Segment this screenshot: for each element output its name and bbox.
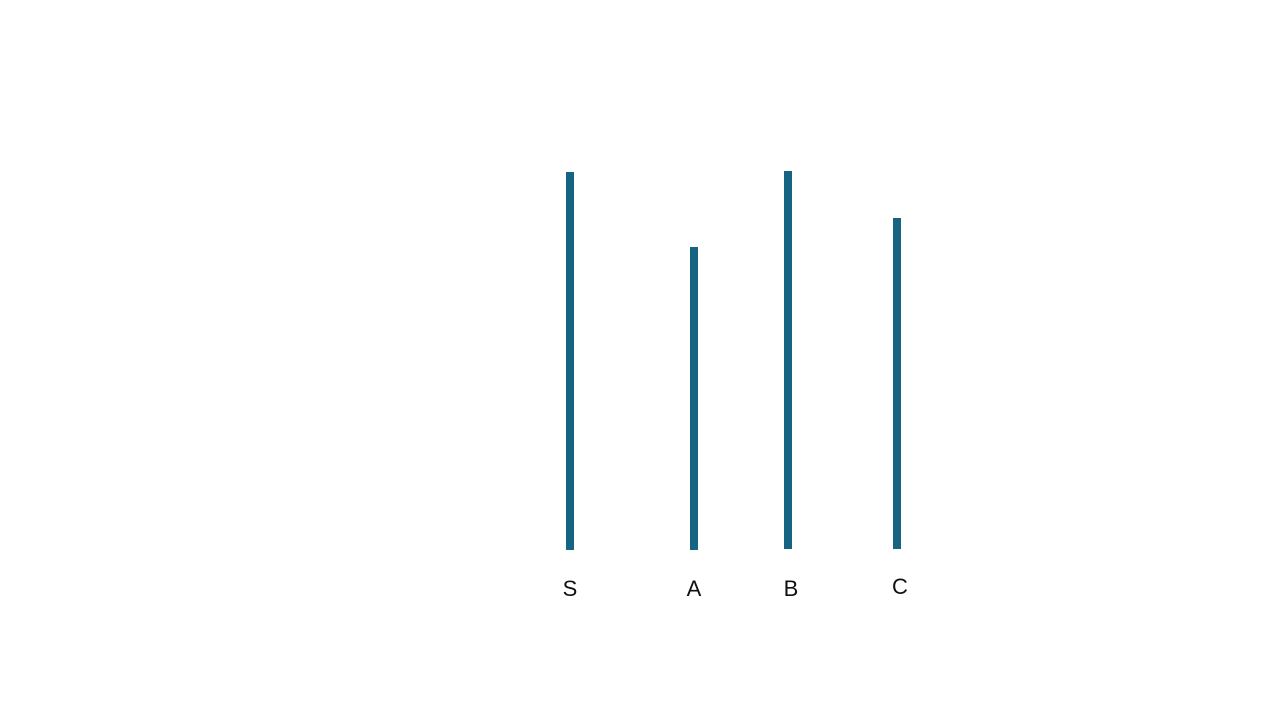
label-s: S [562, 576, 578, 601]
label-b: B [783, 576, 799, 601]
bar-a [690, 247, 698, 550]
label-a: A [686, 576, 702, 601]
label-c: C [892, 574, 908, 599]
bar-s [566, 172, 574, 550]
bar-b [784, 171, 792, 549]
bar-c [893, 218, 901, 549]
